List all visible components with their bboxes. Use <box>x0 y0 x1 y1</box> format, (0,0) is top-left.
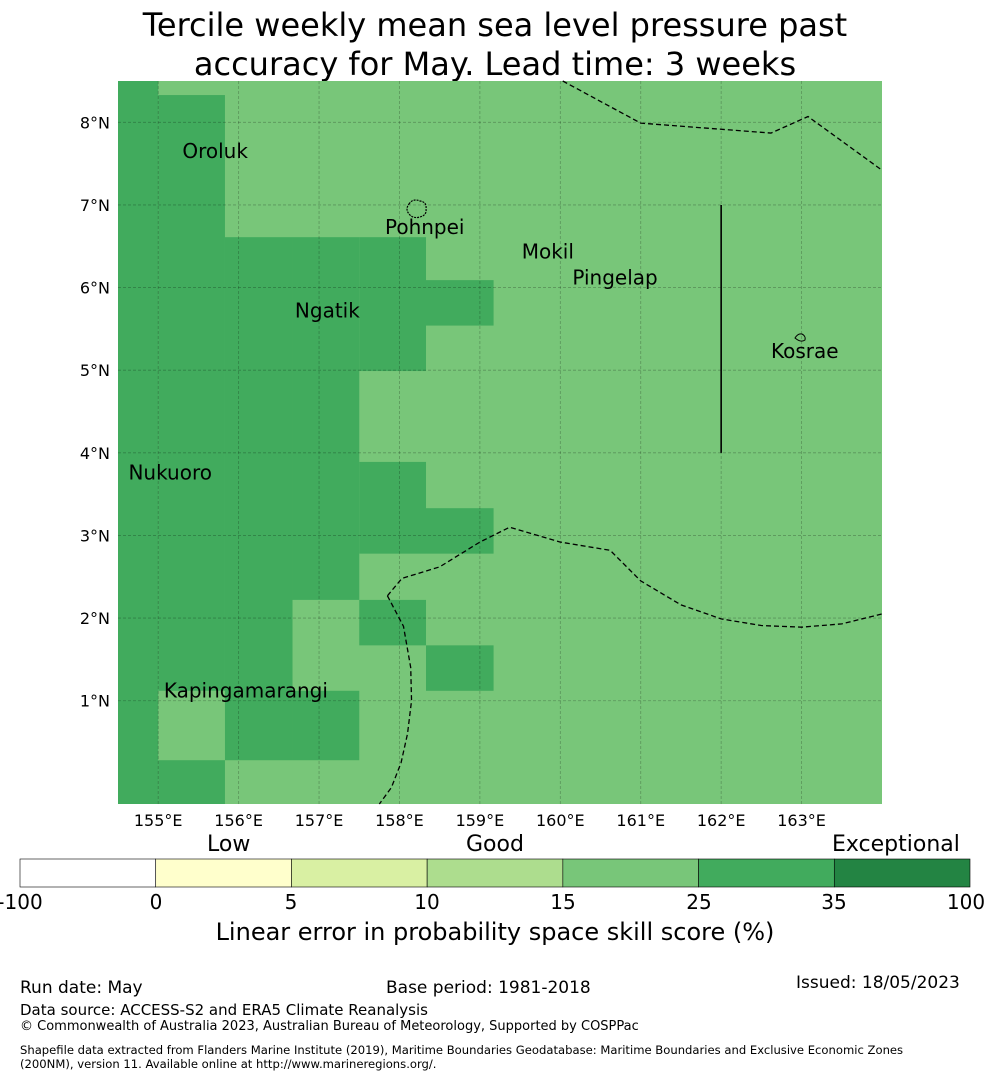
colorbar-tick: 10 <box>414 890 440 914</box>
colorbar-label-good: Good <box>466 832 524 857</box>
colorbar-label-exceptional: Exceptional <box>832 832 960 857</box>
place-label: Nukuoro <box>128 460 212 484</box>
colorbar-segment <box>19 858 157 888</box>
lat-tick-label: 1°N <box>80 692 110 711</box>
maritime-boundary <box>562 80 883 171</box>
skill-cell <box>426 645 494 691</box>
lat-tick-label: 3°N <box>80 526 110 545</box>
lon-tick-label: 160°E <box>536 811 585 830</box>
place-label: Pingelap <box>572 265 657 289</box>
lat-tick-label: 8°N <box>80 113 110 132</box>
colorbar-segment <box>426 858 564 888</box>
colorbar-segment <box>562 858 699 888</box>
skill-cell <box>359 237 427 372</box>
lat-tick-label: 4°N <box>80 444 110 463</box>
skill-cell <box>426 280 494 326</box>
place-label: Mokil <box>522 240 574 264</box>
data-source: Data source: ACCESS-S2 and ERA5 Climate … <box>20 1001 428 1019</box>
skill-cell <box>426 508 494 554</box>
kosrae-island-outline <box>794 333 806 342</box>
lon-tick-label: 157°E <box>295 811 344 830</box>
skill-cell <box>359 461 427 554</box>
run-date: Run date: May <box>20 978 143 998</box>
lon-tick-label: 159°E <box>456 811 505 830</box>
colorbar-segment <box>291 858 428 888</box>
lat-tick-label: 7°N <box>80 196 110 215</box>
lon-tick-label: 158°E <box>375 811 424 830</box>
title-line-2: accuracy for May. Lead time: 3 weeks <box>193 45 797 83</box>
lat-tick-label: 5°N <box>80 361 110 380</box>
title-line-1: Tercile weekly mean sea level pressure p… <box>142 6 848 44</box>
place-label: Kapingamarangi <box>164 678 328 702</box>
colorbar-tick: 15 <box>550 890 576 914</box>
skill-cell <box>292 690 360 761</box>
place-label: Pohnpei <box>385 215 465 239</box>
place-label: Oroluk <box>182 139 248 163</box>
colorbar-tick: 5 <box>284 890 298 914</box>
base-period: Base period: 1981-2018 <box>386 978 591 998</box>
colorbar-tick: 35 <box>821 890 847 914</box>
shapefile-credit-line-2: (200NM), version 11. Available online at… <box>20 1057 437 1071</box>
lon-tick-label: 156°E <box>214 811 263 830</box>
colorbar-segment <box>698 858 835 888</box>
shapefile-credit-line-1: Shapefile data extracted from Flanders M… <box>20 1043 904 1057</box>
skill-cell <box>158 95 225 691</box>
maritime-boundary <box>378 595 413 805</box>
place-label: Kosrae <box>771 339 839 363</box>
colorbar <box>19 858 971 888</box>
lat-tick-label: 2°N <box>80 609 110 628</box>
pohnpei-island-outline <box>406 199 427 219</box>
colorbar-label-low: Low <box>207 832 251 857</box>
colorbar-tick: 100 <box>946 890 986 914</box>
colorbar-tick: 25 <box>686 890 712 914</box>
colorbar-tick: 0 <box>149 890 163 914</box>
skill-cell <box>292 237 360 600</box>
lat-tick-label: 6°N <box>80 279 110 298</box>
skill-cell <box>118 81 159 804</box>
skill-cell <box>224 237 293 761</box>
skill-cell <box>158 760 225 804</box>
colorbar-title: Linear error in probability space skill … <box>215 918 775 946</box>
colorbar-segment <box>833 858 971 888</box>
lon-tick-label: 162°E <box>697 811 746 830</box>
issued-date: Issued: 18/05/2023 <box>796 973 960 993</box>
colorbar-tick: -100 <box>0 890 43 914</box>
place-label: Ngatik <box>295 298 360 322</box>
chart-title: Tercile weekly mean sea level pressure p… <box>0 6 990 84</box>
maritime-boundary <box>386 526 883 628</box>
lon-tick-label: 155°E <box>134 811 183 830</box>
colorbar-segment <box>155 858 292 888</box>
skill-cell <box>359 599 427 646</box>
lon-tick-label: 163°E <box>777 811 826 830</box>
lon-tick-label: 161°E <box>616 811 665 830</box>
copyright: © Commonwealth of Australia 2023, Austra… <box>20 1019 639 1034</box>
